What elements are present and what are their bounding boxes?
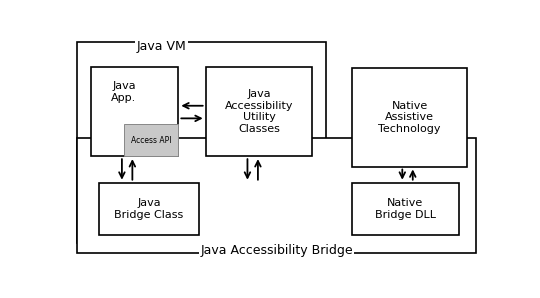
Bar	[124, 124, 178, 156]
Text: Java Accessibility Bridge: Java Accessibility Bridge	[200, 244, 353, 257]
Text: Java VM: Java VM	[137, 40, 186, 52]
Bar	[352, 68, 467, 167]
Text: Java
Accessibility
Utility
Classes: Java Accessibility Utility Classes	[225, 89, 293, 134]
Text: Access API: Access API	[131, 136, 171, 145]
Bar	[91, 67, 178, 156]
Bar	[352, 183, 459, 235]
Text: Native
Assistive
Technology: Native Assistive Technology	[379, 101, 441, 134]
Text: Native
Bridge DLL: Native Bridge DLL	[375, 198, 436, 220]
Text: Java
Bridge Class: Java Bridge Class	[114, 198, 184, 220]
Bar	[77, 138, 476, 253]
Bar	[77, 42, 326, 243]
Text: Java
App.: Java App.	[111, 81, 137, 103]
Bar	[206, 67, 312, 156]
Bar	[99, 183, 199, 235]
